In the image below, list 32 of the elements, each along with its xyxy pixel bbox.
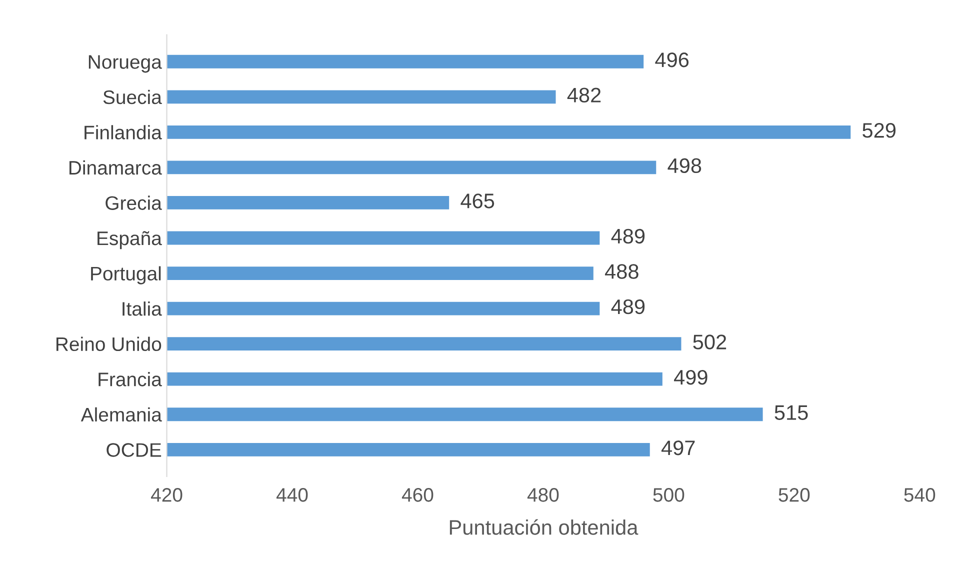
x-tick-label: 420	[151, 488, 182, 502]
data-label: 465	[460, 194, 494, 208]
y-tick-label: Alemania	[80, 407, 162, 422]
y-tick-label: Reino Unido	[56, 336, 162, 352]
y-tick-label: OCDE	[106, 443, 162, 457]
data-label: 489	[611, 299, 645, 314]
data-label: 489	[611, 228, 645, 244]
y-tick-label: España	[98, 231, 162, 250]
data-label: 497	[661, 440, 695, 456]
x-tick-label: 540	[904, 488, 936, 502]
y-tick-label: Grecia	[106, 196, 162, 210]
y-tick-label: Dinamarca	[70, 160, 162, 175]
x-tick-label: 500	[653, 488, 684, 502]
x-axis-title: Puntuación obtenida	[450, 519, 638, 535]
y-tick-label: Francia	[98, 372, 162, 386]
data-label: 529	[862, 123, 896, 138]
data-label: 482	[567, 88, 601, 102]
data-label: 515	[774, 405, 808, 420]
x-tick-label: 480	[527, 488, 559, 502]
data-label: 488	[604, 264, 638, 279]
data-label: 498	[668, 158, 702, 174]
y-tick-label: Finlandia	[84, 125, 162, 140]
y-tick-label: Portugal	[91, 266, 161, 284]
x-tick-label: 440	[276, 488, 308, 502]
y-tick-label: Noruega	[88, 55, 162, 73]
data-label: 496	[655, 52, 689, 68]
x-tick-label: 460	[402, 488, 434, 502]
y-tick-label: Suecia	[103, 90, 162, 104]
data-label: 499	[674, 370, 708, 385]
x-tick-label: 520	[778, 488, 810, 502]
y-tick-label: Italia	[122, 302, 162, 316]
data-label: 502	[693, 334, 726, 350]
